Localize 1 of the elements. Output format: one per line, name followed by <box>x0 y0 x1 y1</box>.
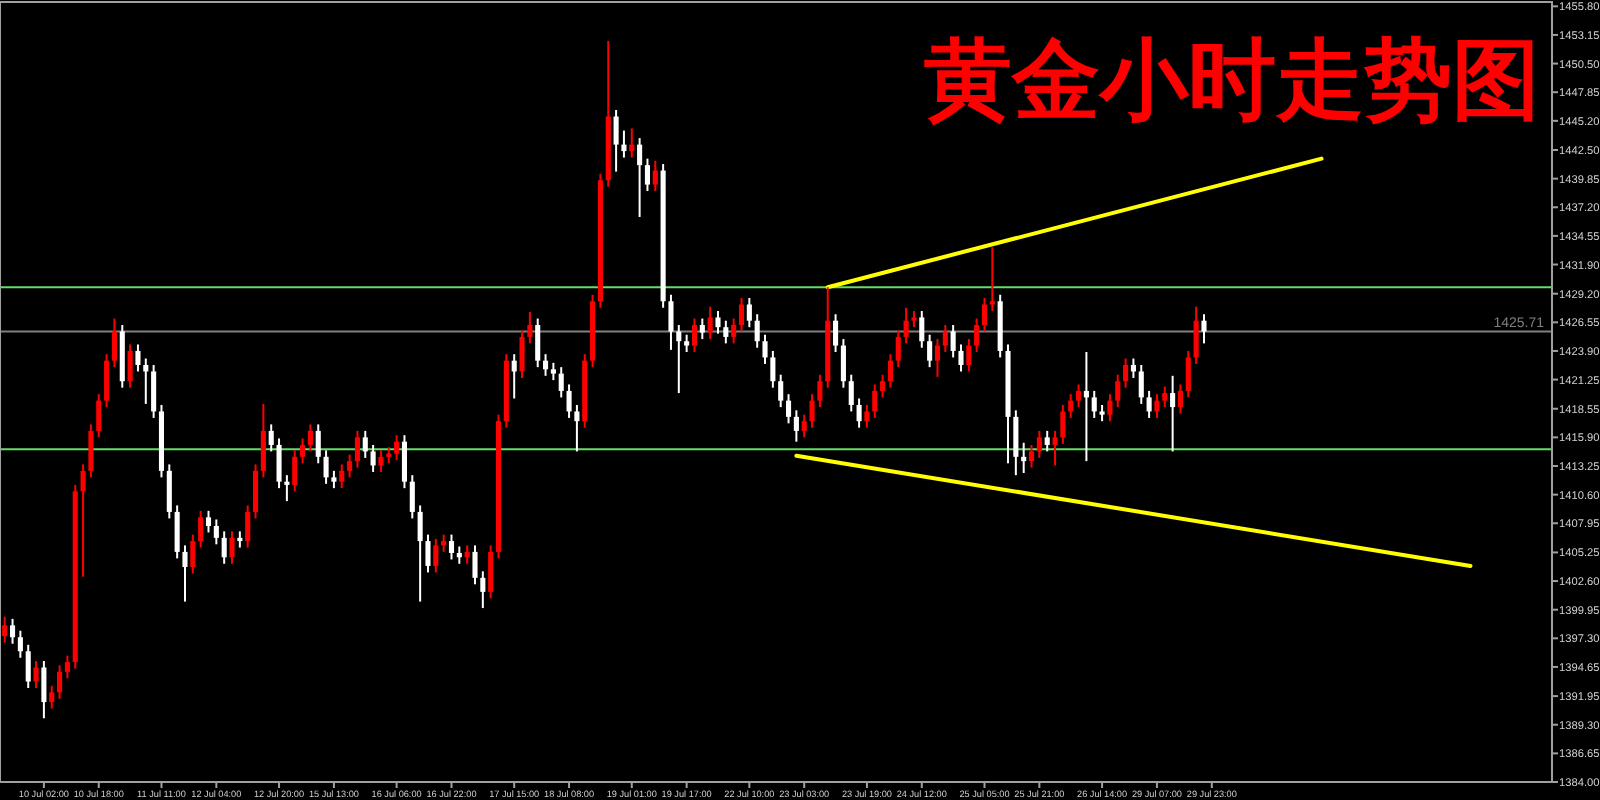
chart-title: 黄金小时走势图 <box>924 32 1540 130</box>
